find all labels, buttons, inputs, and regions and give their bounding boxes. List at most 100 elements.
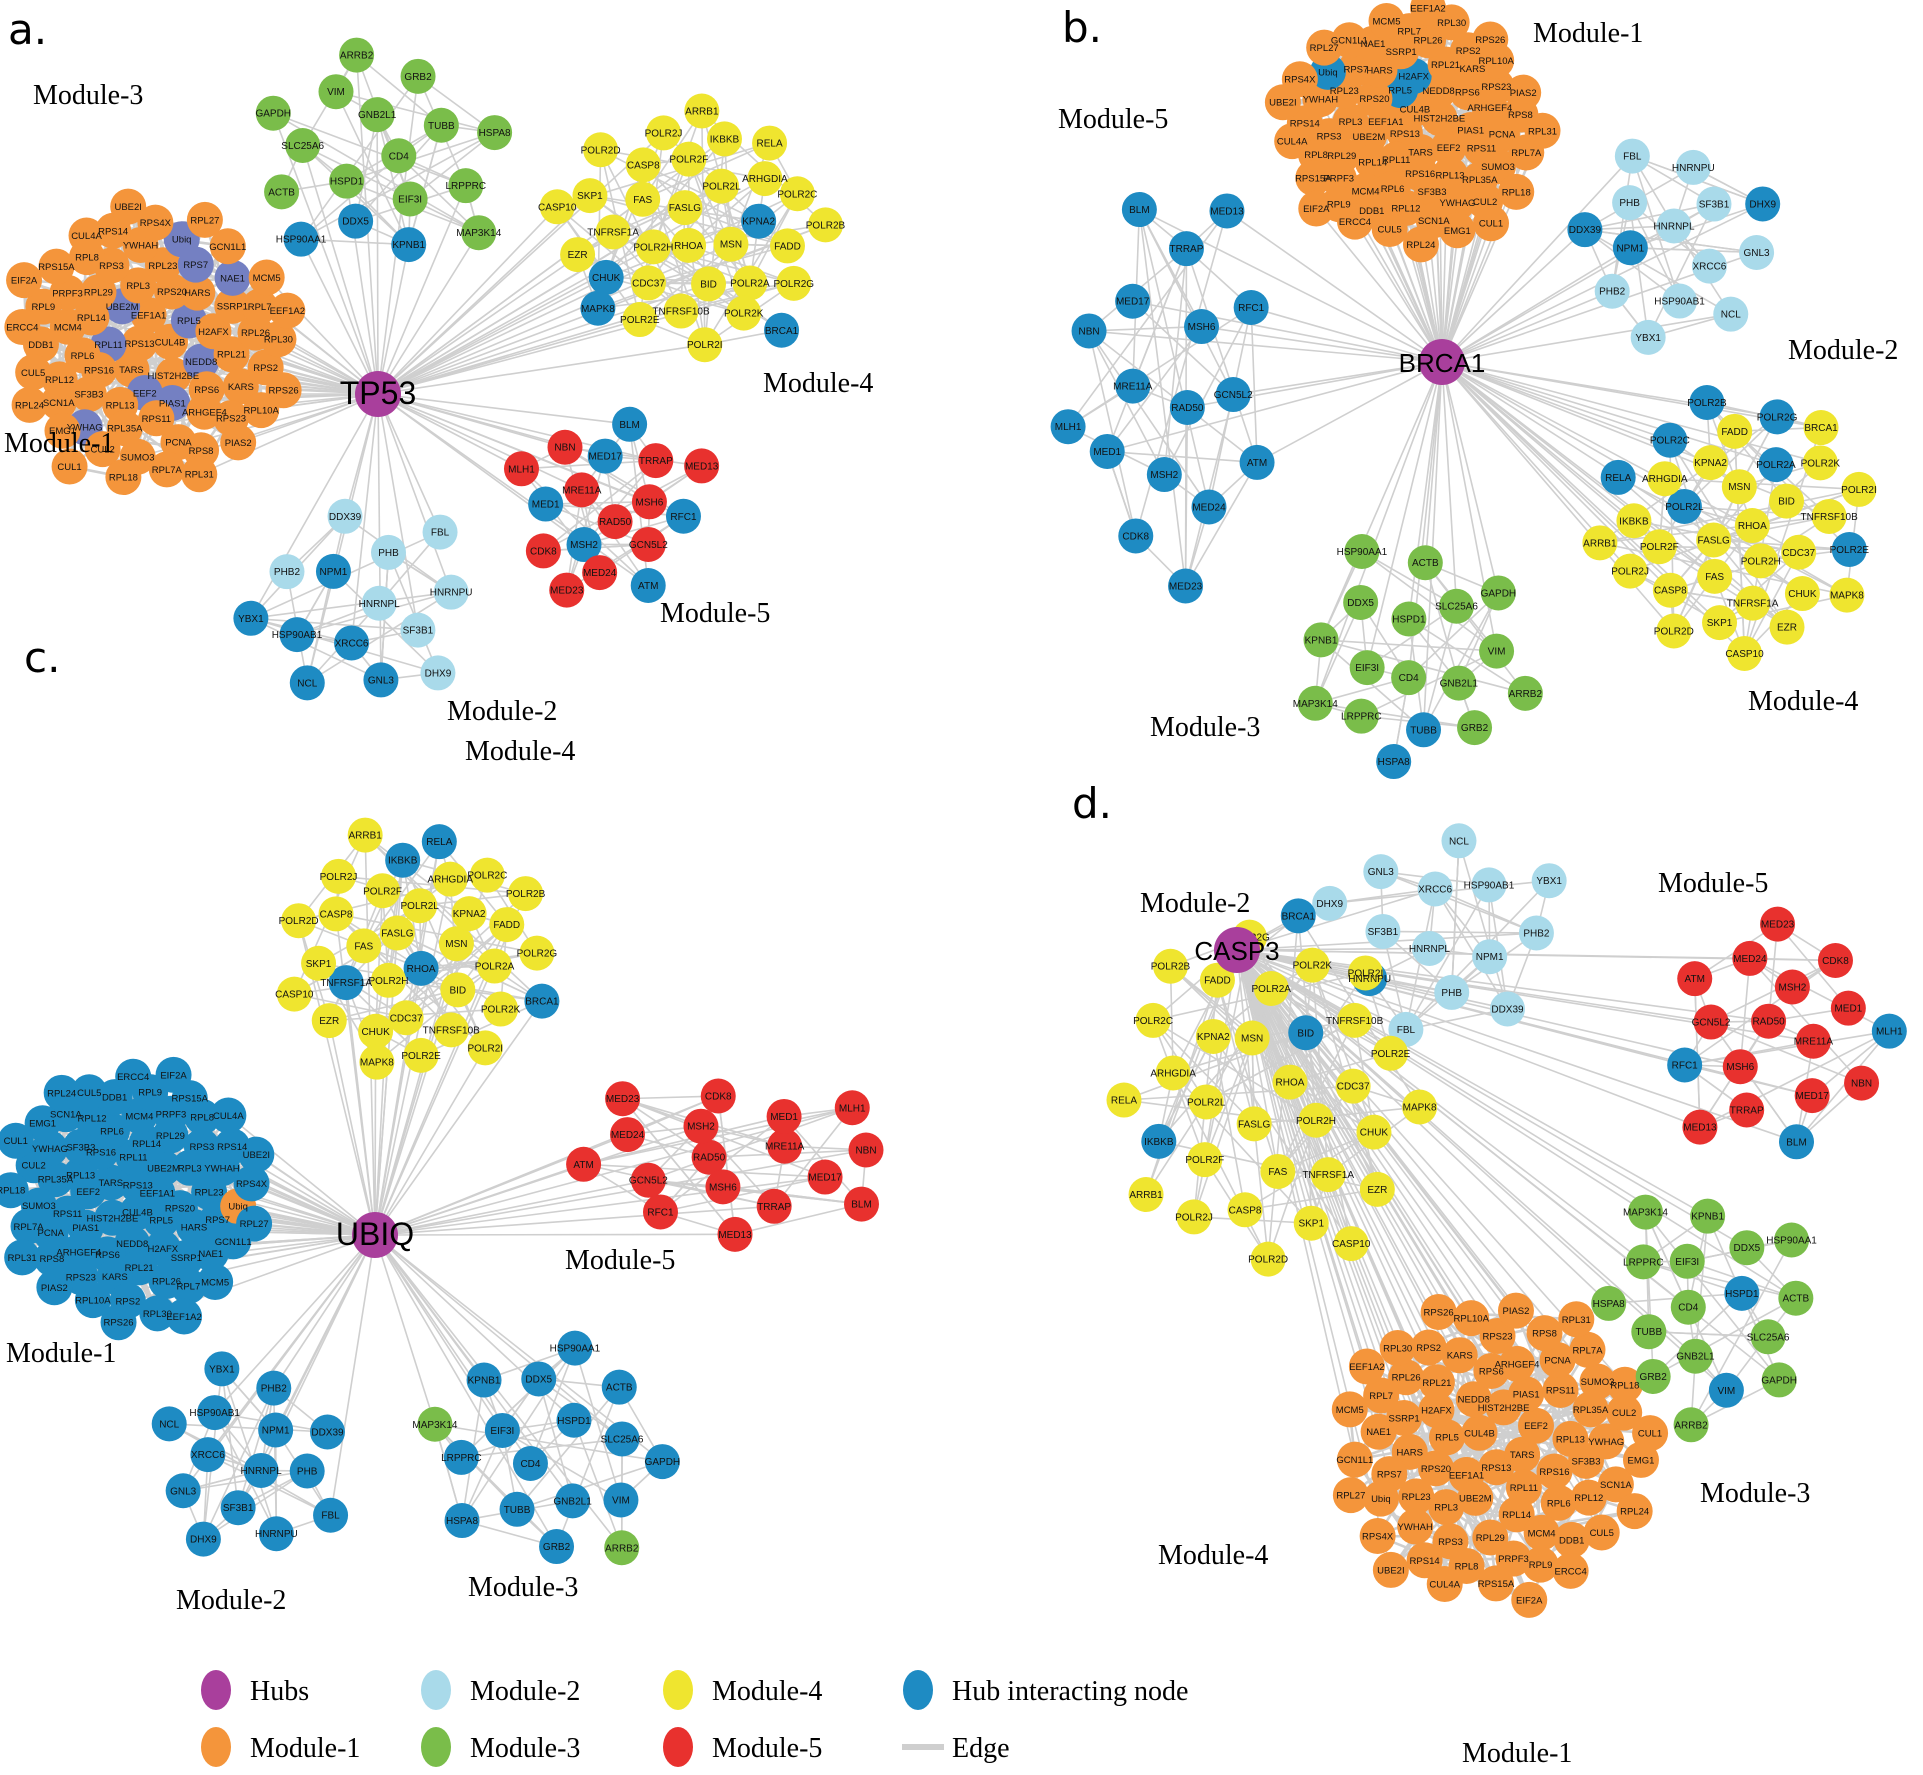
edge — [377, 393, 583, 491]
node-CD4 — [1391, 660, 1427, 696]
node-label-NCL: NCL — [1721, 310, 1741, 321]
hub-label-UBIQ: UBIQ — [336, 1216, 414, 1252]
node-label-MED23: MED23 — [550, 586, 584, 597]
node-label-RAD50: RAD50 — [1752, 1017, 1785, 1028]
node-UBE2I — [110, 188, 147, 225]
edge — [377, 283, 709, 395]
node-label-BID: BID — [1778, 497, 1795, 508]
node-label-RPS23: RPS23 — [1481, 82, 1511, 93]
node-label-MAPK8: MAPK8 — [1403, 1103, 1437, 1114]
node-label-YWHAG: YWHAG — [32, 1144, 68, 1155]
node-label-SUMO3: SUMO3 — [22, 1201, 56, 1212]
node-label-UBE2M: UBE2M — [106, 302, 139, 313]
node-label-PIAS1: PIAS1 — [72, 1223, 99, 1234]
node-NBN — [547, 429, 583, 465]
node-label-RPS15A: RPS15A — [38, 262, 75, 273]
node-label-PRPF3: PRPF3 — [1498, 1554, 1529, 1565]
edge — [1360, 650, 1497, 717]
edge — [1201, 325, 1443, 363]
node-label-ERCC4: ERCC4 — [117, 1072, 149, 1083]
node-label-MRE11A: MRE11A — [765, 1142, 805, 1153]
node-EMG1 — [1439, 212, 1476, 249]
node-label-DHX9: DHX9 — [425, 668, 452, 679]
node-label-RAD50: RAD50 — [693, 1153, 726, 1164]
node-RPL3 — [120, 267, 157, 304]
node-DDX39 — [1489, 991, 1525, 1027]
node-label-RPL30: RPL30 — [1437, 18, 1466, 29]
node-KPNB1 — [1690, 1198, 1726, 1234]
node-CUL1 — [51, 448, 88, 485]
node-label-MSN: MSN — [1241, 1034, 1263, 1045]
node-label-MAP3K14: MAP3K14 — [1293, 699, 1338, 710]
node-label-RPL27: RPL27 — [1336, 1491, 1365, 1502]
node-label-TARS: TARS — [98, 1178, 123, 1189]
node-RHOA — [671, 227, 707, 263]
node-LRPPRC — [448, 168, 484, 204]
node-MRE11A — [564, 472, 600, 508]
edge — [332, 570, 439, 674]
node-label-ARHGEF4: ARHGEF4 — [1467, 103, 1512, 114]
edge — [1710, 1021, 1862, 1084]
node-DDX39 — [309, 1414, 345, 1450]
node-RPL29 — [80, 274, 117, 311]
module-label-a-module-2: Module-2 — [447, 696, 557, 727]
node-POLR2J — [1612, 553, 1648, 589]
node-label-PRPF3: PRPF3 — [1323, 174, 1354, 185]
node-HSPD1 — [556, 1402, 592, 1438]
node-label-IKBKB: IKBKB — [1619, 516, 1649, 527]
node-label-EIF3I: EIF3I — [1355, 663, 1379, 674]
node-POLR2E — [622, 302, 658, 338]
module-label-a-module-5: Module-5 — [660, 598, 770, 629]
node-label-NBN: NBN — [1851, 1079, 1872, 1090]
node-SKP1 — [572, 178, 608, 214]
node-label-ACTB: ACTB — [268, 187, 295, 198]
node-RPL6 — [1540, 1484, 1577, 1521]
node-MLH1 — [1050, 409, 1086, 445]
node-label-RPL13: RPL13 — [66, 1171, 95, 1182]
node-POLR2A — [1758, 447, 1794, 483]
node-MED17 — [807, 1159, 843, 1195]
node-RPL21 — [213, 336, 250, 373]
node-HSP90AA1 — [1774, 1222, 1810, 1258]
edge — [1236, 949, 1644, 1263]
node-TRRAP — [638, 443, 674, 479]
node-MED23 — [1168, 568, 1204, 604]
node-PHB2 — [1518, 915, 1554, 951]
node-label-RPS26: RPS26 — [1424, 1308, 1454, 1319]
edge — [1739, 958, 1751, 1067]
node-KPNA2 — [1195, 1018, 1231, 1054]
node-label-SKP1: SKP1 — [306, 959, 332, 970]
node-label-GRB2: GRB2 — [1461, 723, 1489, 734]
node-POLR2B — [808, 207, 844, 243]
node-label-HNRNPL: HNRNPL — [1409, 944, 1451, 955]
edge — [374, 1176, 826, 1236]
node-label-SSRP1: SSRP1 — [1386, 47, 1417, 58]
edge — [374, 1125, 702, 1236]
node-CHUK — [1356, 1114, 1392, 1150]
node-POLR2F — [365, 873, 401, 909]
node-MSN — [1234, 1020, 1270, 1056]
node-EEF1A2 — [1348, 1348, 1385, 1385]
node-label-EEF1A2: EEF1A2 — [1410, 3, 1445, 14]
edge — [730, 142, 771, 245]
node-UBE2M — [1457, 1479, 1494, 1516]
node-label-MAPK8: MAPK8 — [581, 304, 615, 315]
edge — [1233, 361, 1443, 396]
node-EIF3I — [392, 181, 428, 217]
node-label-FADD: FADD — [1721, 427, 1748, 438]
node-POLR2A — [477, 948, 513, 984]
edge — [1250, 306, 1443, 363]
node-label-SF3B3: SF3B3 — [1418, 187, 1447, 198]
node-label-RPL9: RPL9 — [1327, 200, 1351, 211]
node-label-RPL3: RPL3 — [126, 281, 150, 292]
node-label-YBX1: YBX1 — [238, 614, 264, 625]
node-CDC37 — [1781, 534, 1817, 570]
edge — [202, 1387, 275, 1540]
node-GRB2 — [1457, 710, 1493, 746]
node-label-EEF2: EEF2 — [76, 1187, 100, 1198]
node-label-RPL11: RPL11 — [119, 1152, 147, 1163]
node-CUL4A — [210, 1097, 247, 1134]
node-label-DHX9: DHX9 — [190, 1535, 217, 1546]
node-ARRB2 — [1507, 675, 1543, 711]
node-label-HSPD1: HSPD1 — [1725, 1289, 1759, 1300]
